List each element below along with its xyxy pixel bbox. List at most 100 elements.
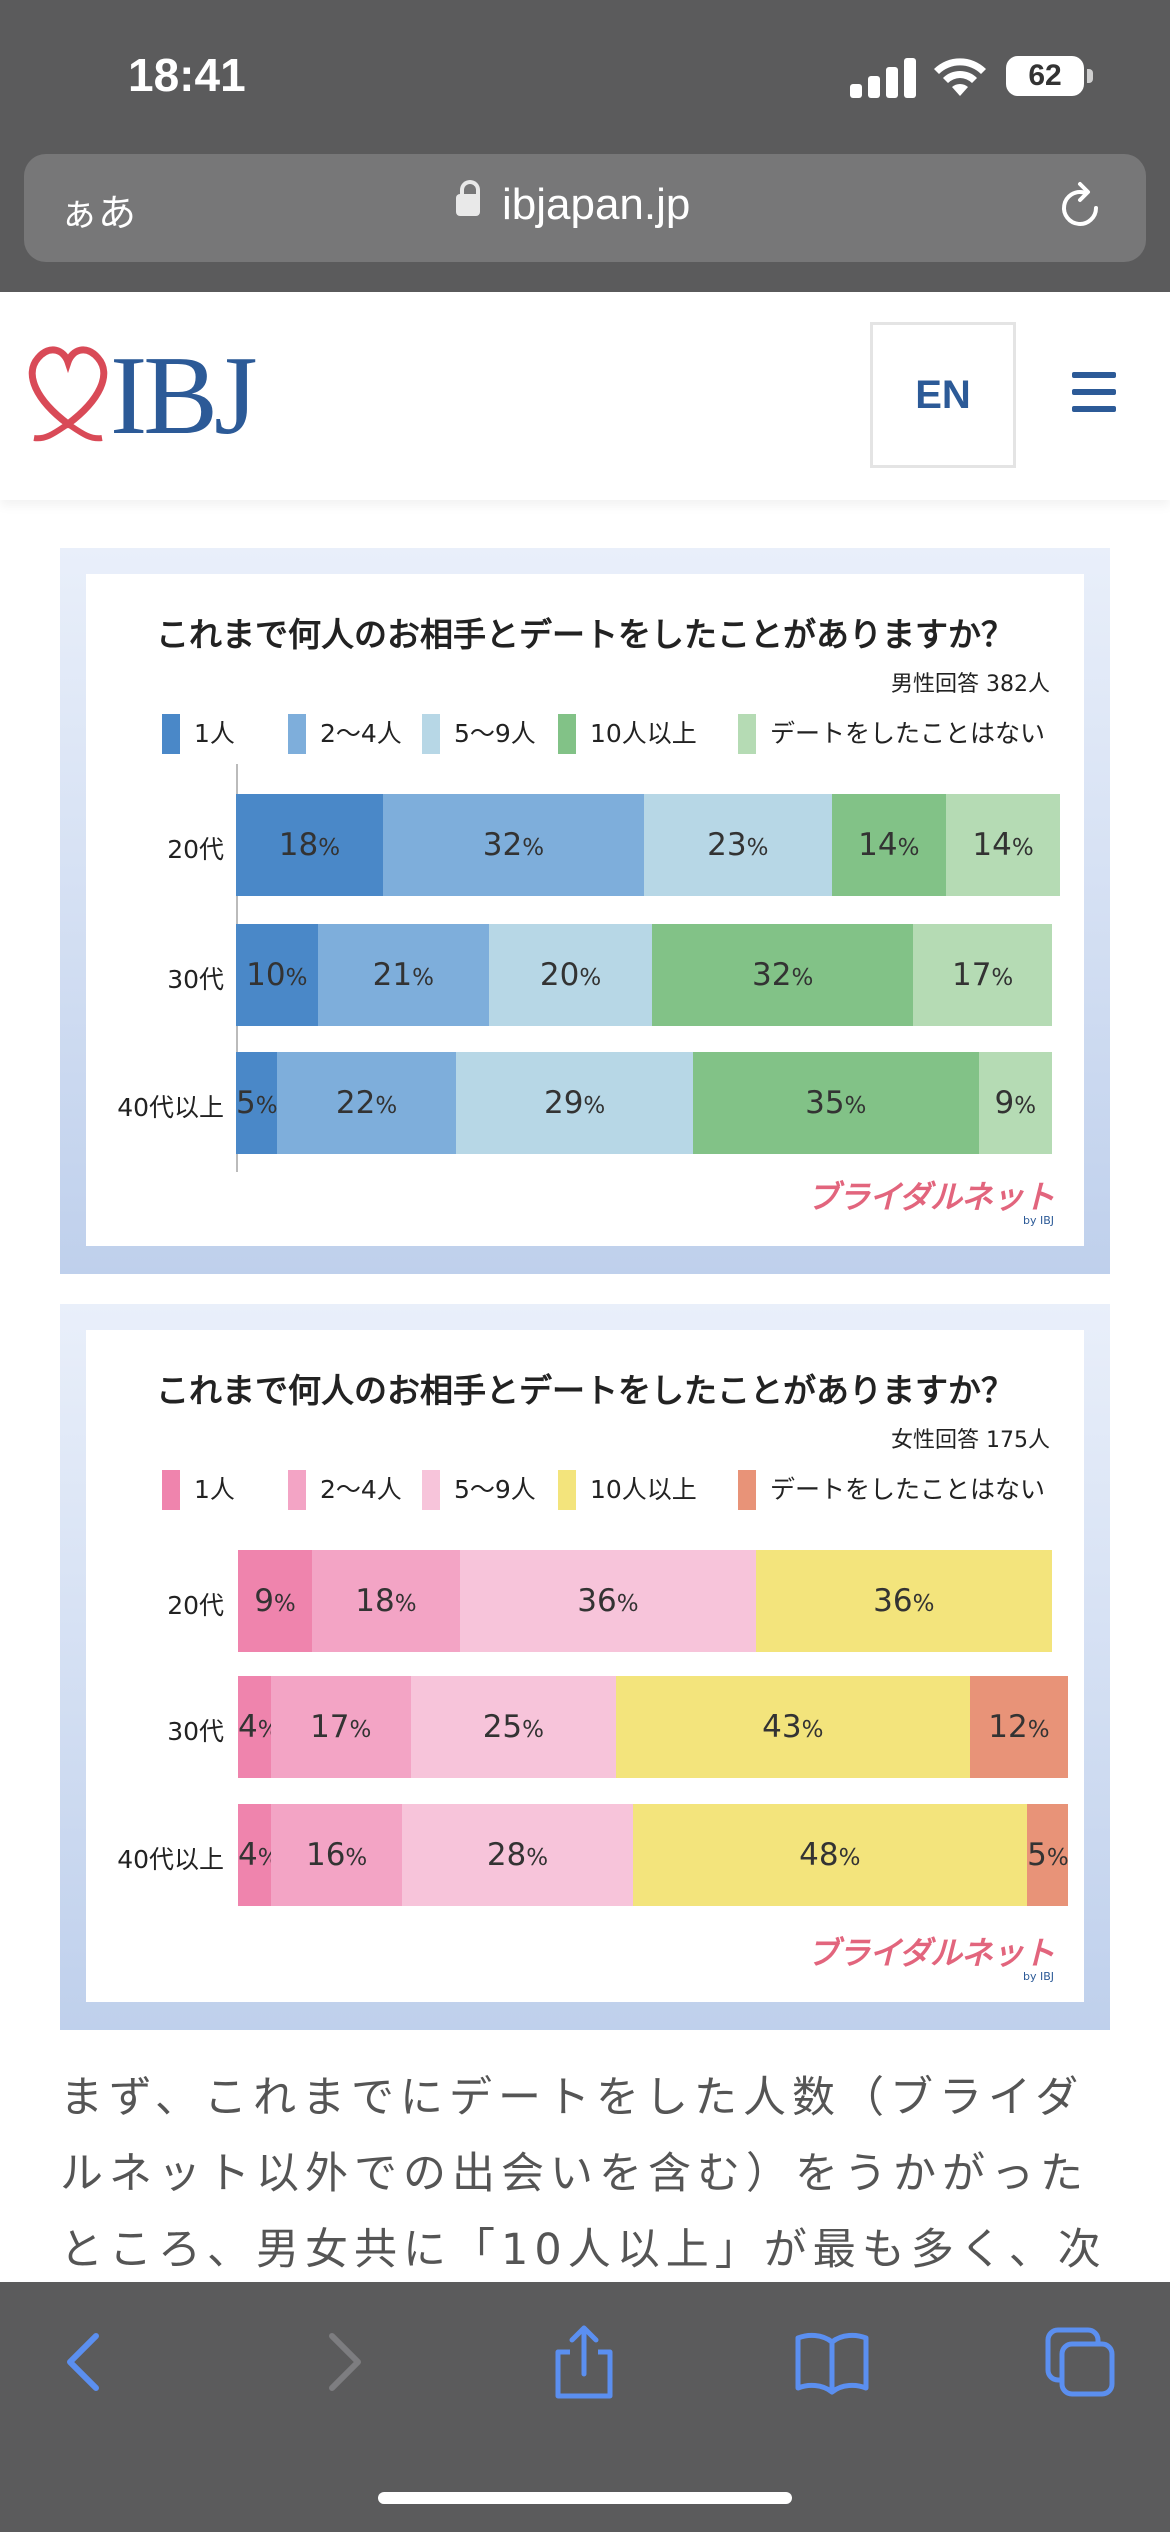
bar-segment: 4%: [238, 1676, 280, 1778]
bar-segment: 21%: [317, 924, 489, 1026]
url-domain[interactable]: ibjapan.jp: [502, 180, 691, 229]
bar-segment: 18%: [311, 1550, 460, 1652]
bar-segment: 5%: [1027, 1804, 1069, 1906]
legend-item: 10人以上: [558, 1470, 697, 1510]
legend-label: デートをしたことはない: [770, 719, 1046, 748]
browser-toolbar: [0, 2282, 1170, 2532]
bar-segment: 43%: [616, 1676, 970, 1778]
bridalnet-logo-sub: by IBJ: [1022, 1970, 1054, 1983]
bar-segment: 9%: [238, 1550, 312, 1652]
logo-text: IBJ: [110, 334, 258, 458]
chart-title: これまで何人のお相手とデートをしたことがありますか？: [156, 615, 1014, 654]
bar-segment: 20%: [488, 924, 653, 1026]
status-time: 18:41: [128, 49, 246, 101]
bar-segment: 18%: [236, 794, 383, 896]
chart-title: これまで何人のお相手とデートをしたことがありますか？: [156, 1371, 1014, 1410]
bar-segment: 28%: [402, 1804, 633, 1906]
legend-swatch: [288, 714, 306, 754]
legend-swatch: [422, 1470, 440, 1510]
cellular-signal-icon: [850, 56, 916, 98]
female-chart-card: これまで何人のお相手とデートをしたことがありますか？ 女性回答 175人 1人 2…: [86, 1330, 1084, 2002]
bar-segment: 35%: [692, 1052, 979, 1154]
heart-logo-icon: [28, 346, 108, 442]
text-size-button[interactable]: ぁあ: [60, 191, 137, 235]
language-en-button[interactable]: EN: [870, 322, 1016, 468]
legend-swatch: [738, 1470, 756, 1510]
bar-segment: 23%: [644, 794, 832, 896]
legend-item: 1人: [162, 714, 235, 754]
legend-label: 5〜9人: [454, 1475, 536, 1504]
legend-label: 10人以上: [590, 719, 697, 748]
reload-icon[interactable]: [1050, 178, 1110, 238]
legend-label: デートをしたことはない: [770, 1475, 1046, 1504]
legend-label: 1人: [194, 1475, 235, 1504]
chart-respondents: 男性回答 382人: [891, 672, 1050, 697]
chart-respondents: 女性回答 175人: [891, 1428, 1050, 1453]
legend-item: デートをしたことはない: [738, 714, 1045, 754]
legend-item: 2〜4人: [288, 714, 402, 754]
legend-item: 1人: [162, 1470, 235, 1510]
legend-item: 2〜4人: [288, 1470, 402, 1510]
forward-icon[interactable]: [300, 2322, 380, 2402]
male-chart-card: これまで何人のお相手とデートをしたことがありますか？ 男性回答 382人 1人 2…: [86, 574, 1084, 1246]
bridalnet-logo: ブライダルネット: [807, 1178, 1055, 1216]
browser-address-area: ぁあ ibjapan.jp: [0, 140, 1170, 292]
row-label: 30代: [167, 1717, 224, 1746]
ibj-logo[interactable]: IBJ: [28, 334, 268, 458]
legend-swatch: [558, 714, 576, 754]
bar-segment: 32%: [382, 794, 644, 896]
legend-item: 5〜9人: [422, 1470, 536, 1510]
share-icon[interactable]: [544, 2322, 624, 2402]
bar-segment: 22%: [276, 1052, 457, 1154]
legend-label: 2〜4人: [320, 719, 402, 748]
bookmarks-icon[interactable]: [792, 2322, 872, 2402]
legend-swatch: [738, 714, 756, 754]
bar-segment: 5%: [236, 1052, 278, 1154]
legend-swatch: [288, 1470, 306, 1510]
bar-segment: 36%: [459, 1550, 756, 1652]
bar-segment: 48%: [632, 1804, 1028, 1906]
row-label: 40代以上: [117, 1093, 224, 1122]
bar-segment: 32%: [652, 924, 914, 1026]
legend-swatch: [422, 714, 440, 754]
bar-segment: 14%: [831, 794, 946, 896]
bar-segment: 16%: [270, 1804, 403, 1906]
legend-item: 10人以上: [558, 714, 697, 754]
legend-item: デートをしたことはない: [738, 1470, 1045, 1510]
bar-segment: 29%: [456, 1052, 693, 1154]
bar-segment: 17%: [913, 924, 1052, 1026]
bar-segment: 4%: [238, 1804, 280, 1906]
status-bar: 18:41 62: [0, 0, 1170, 140]
bar-segment: 9%: [978, 1052, 1052, 1154]
row-label: 30代: [167, 965, 224, 994]
wifi-icon: [934, 58, 986, 96]
legend-label: 10人以上: [590, 1475, 697, 1504]
legend-swatch: [162, 1470, 180, 1510]
battery-icon: 62: [1006, 56, 1093, 96]
lock-icon: [456, 180, 480, 216]
legend-label: 5〜9人: [454, 719, 536, 748]
female-chart-panel: これまで何人のお相手とデートをしたことがありますか？ 女性回答 175人 1人 2…: [60, 1304, 1110, 2030]
legend-item: 5〜9人: [422, 714, 536, 754]
legend-swatch: [162, 714, 180, 754]
row-label: 20代: [167, 1591, 224, 1620]
bar-segment: 10%: [236, 924, 318, 1026]
bar-segment: 17%: [270, 1676, 411, 1778]
bar-segment: 36%: [755, 1550, 1052, 1652]
bridalnet-logo: ブライダルネット: [807, 1934, 1055, 1972]
legend-swatch: [558, 1470, 576, 1510]
home-indicator: [378, 2492, 792, 2504]
male-chart-panel: これまで何人のお相手とデートをしたことがありますか？ 男性回答 382人 1人 2…: [60, 548, 1110, 1274]
bar-segment: 12%: [969, 1676, 1069, 1778]
bar-segment: 25%: [410, 1676, 617, 1778]
back-icon[interactable]: [48, 2322, 128, 2402]
bar-segment: 14%: [945, 794, 1061, 896]
hamburger-menu-icon[interactable]: [1072, 372, 1116, 412]
tabs-icon[interactable]: [1040, 2322, 1120, 2402]
site-header: IBJ EN: [0, 292, 1170, 500]
address-bar[interactable]: ぁあ ibjapan.jp: [24, 154, 1146, 262]
legend-label: 1人: [194, 719, 235, 748]
row-label: 40代以上: [117, 1845, 224, 1874]
bridalnet-logo-sub: by IBJ: [1022, 1214, 1054, 1227]
row-label: 20代: [167, 835, 224, 864]
